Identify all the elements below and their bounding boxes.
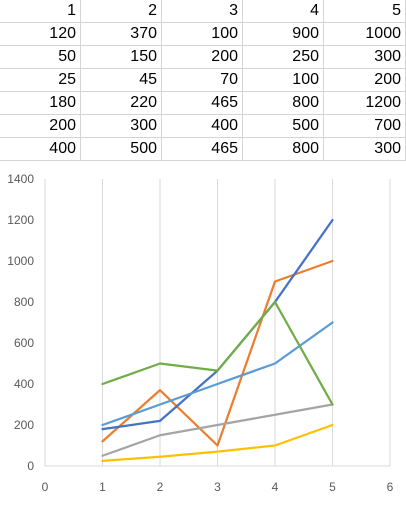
sheet-cell[interactable]: 25 (0, 69, 81, 91)
sheet-row: 50 150 200 250 300 (0, 46, 406, 69)
spreadsheet-grid: 1 2 3 4 5 120 370 100 900 1000 50 150 200 250 300 25 45 7… (0, 0, 406, 161)
sheet-cell[interactable]: 400 (162, 115, 243, 137)
x-tick-label: 0 (42, 480, 49, 494)
sheet-cell[interactable]: 200 (324, 69, 406, 91)
sheet-cell[interactable]: 400 (0, 138, 81, 160)
y-tick-label: 400 (14, 377, 34, 391)
sheet-row: 180 220 465 800 1200 (0, 92, 406, 115)
sheet-cell[interactable]: 100 (162, 23, 243, 45)
x-tick-label: 4 (272, 480, 279, 494)
sheet-cell[interactable]: 3 (162, 0, 243, 22)
y-tick-label: 0 (27, 459, 34, 473)
sheet-row: 400 500 465 800 300 (0, 138, 406, 161)
sheet-cell[interactable]: 70 (162, 69, 243, 91)
sheet-cell[interactable]: 300 (324, 138, 406, 160)
sheet-cell[interactable]: 500 (81, 138, 162, 160)
y-axis-tick-labels: 0 200 400 600 800 1000 1200 1400 (7, 172, 34, 473)
sheet-cell[interactable]: 800 (243, 138, 324, 160)
sheet-cell[interactable]: 4 (243, 0, 324, 22)
sheet-cell[interactable]: 200 (162, 46, 243, 68)
sheet-cell[interactable]: 2 (81, 0, 162, 22)
sheet-cell[interactable]: 200 (0, 115, 81, 137)
x-tick-label: 5 (329, 480, 336, 494)
chart-area (0, 165, 406, 502)
series-line-6[interactable] (101, 300, 334, 406)
y-tick-label: 1000 (7, 254, 34, 268)
chart-svg: 0 200 400 600 800 1000 1200 1400 0 1 2 3 4 5 6 (0, 165, 406, 502)
sheet-cell[interactable]: 120 (0, 23, 81, 45)
series-line-2[interactable] (101, 403, 334, 457)
x-tick-label: 1 (99, 480, 106, 494)
sheet-cell[interactable]: 800 (243, 92, 324, 114)
x-tick-label: 3 (214, 480, 221, 494)
sheet-cell[interactable]: 5 (324, 0, 406, 22)
y-tick-label: 1400 (7, 172, 34, 186)
sheet-row: 120 370 100 900 1000 (0, 23, 406, 46)
x-tick-label: 2 (157, 480, 164, 494)
chart-series (101, 218, 334, 462)
sheet-cell[interactable]: 150 (81, 46, 162, 68)
sheet-cell[interactable]: 300 (324, 46, 406, 68)
y-tick-label: 800 (14, 295, 34, 309)
line-chart[interactable]: 0 200 400 600 800 1000 1200 1400 0 1 2 3 4 5 6 (0, 165, 406, 502)
y-tick-label: 600 (14, 336, 34, 350)
sheet-cell[interactable]: 1 (0, 0, 81, 22)
sheet-cell[interactable]: 300 (81, 115, 162, 137)
y-tick-label: 200 (14, 418, 34, 432)
sheet-row: 200 300 400 500 700 (0, 115, 406, 138)
sheet-cell[interactable]: 180 (0, 92, 81, 114)
sheet-cell[interactable]: 220 (81, 92, 162, 114)
x-axis-tick-labels: 0 1 2 3 4 5 6 (42, 480, 394, 494)
y-tick-label: 1200 (7, 213, 34, 227)
series-line-5[interactable] (101, 321, 334, 427)
sheet-cell[interactable]: 50 (0, 46, 81, 68)
sheet-cell[interactable]: 700 (324, 115, 406, 137)
sheet-row: 25 45 70 100 200 (0, 69, 406, 92)
sheet-cell[interactable]: 500 (243, 115, 324, 137)
sheet-cell[interactable]: 1000 (324, 23, 406, 45)
sheet-cell[interactable]: 250 (243, 46, 324, 68)
sheet-cell[interactable]: 465 (162, 138, 243, 160)
sheet-cell[interactable]: 100 (243, 69, 324, 91)
sheet-cell[interactable]: 370 (81, 23, 162, 45)
x-tick-label: 6 (387, 480, 394, 494)
sheet-cell[interactable]: 465 (162, 92, 243, 114)
series-line-3[interactable] (101, 423, 334, 462)
sheet-cell[interactable]: 45 (81, 69, 162, 91)
sheet-cell[interactable]: 1200 (324, 92, 406, 114)
sheet-cell[interactable]: 900 (243, 23, 324, 45)
